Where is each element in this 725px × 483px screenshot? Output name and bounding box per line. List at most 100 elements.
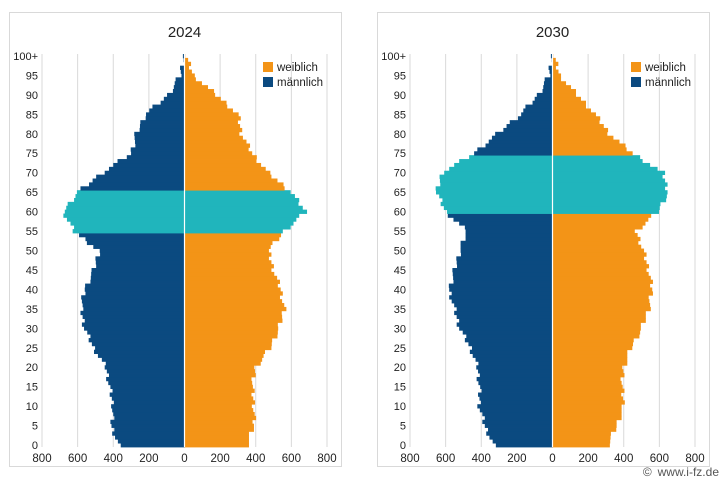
pyramid-chart-2024: 2024 0 5 10 15 20 25 30 35 40 45 50 55 60 65 70 75 80 85 90…	[13, 24, 336, 465]
bar-male	[106, 369, 185, 374]
bar-male	[66, 217, 185, 222]
bar-female	[552, 166, 658, 172]
y-tick-label: 75	[26, 148, 38, 160]
bar-female	[552, 353, 628, 358]
bar-male	[126, 155, 185, 160]
bar-female	[552, 264, 650, 269]
bar-female	[552, 170, 666, 176]
bar-male	[478, 361, 553, 366]
bar-female	[184, 96, 221, 102]
bar-male	[495, 443, 553, 448]
bar-female	[552, 291, 653, 296]
bar-male	[89, 182, 185, 187]
chart-title: 2030	[536, 24, 569, 41]
bar-female	[552, 411, 622, 417]
bar-male	[488, 427, 553, 432]
bar-female	[552, 100, 586, 105]
x-tick-label: 800	[400, 453, 419, 465]
bar-male	[543, 85, 553, 90]
legend-label: weiblich	[276, 62, 318, 74]
bar-male	[435, 186, 553, 191]
legend-swatch	[263, 62, 273, 72]
bar-male	[108, 380, 185, 386]
bar-male	[534, 96, 553, 102]
y-tick-label: 0	[400, 440, 406, 452]
bar-male	[180, 65, 185, 70]
bar-female	[184, 170, 271, 176]
bar-male	[543, 81, 553, 86]
bar-male	[74, 225, 185, 230]
bar-male	[105, 361, 185, 366]
bar-female	[184, 240, 273, 246]
bar-male	[439, 178, 553, 183]
bar-male	[109, 392, 185, 397]
bar-male	[550, 54, 553, 59]
y-tick-label: 65	[26, 187, 38, 199]
bar-female	[552, 108, 591, 113]
bar-female	[184, 197, 300, 203]
bar-male	[521, 112, 553, 117]
x-tick-label: 200	[211, 453, 230, 465]
bar-female	[184, 365, 255, 370]
bar-female	[552, 135, 614, 141]
pyramid-chart-2030: 2030 0 5 10 15 20 25 30 35 40 45 50 55 60 65 70 75 80 85 90…	[381, 24, 704, 465]
bar-female	[184, 104, 228, 109]
bar-female	[184, 341, 272, 347]
bar-female	[552, 213, 652, 218]
y-tick-label: 15	[26, 382, 38, 394]
bar-male	[548, 65, 553, 70]
bar-male	[453, 217, 553, 222]
bar-male	[163, 96, 185, 102]
bar-male	[489, 435, 553, 440]
x-tick-label: 200	[507, 453, 526, 465]
bar-male	[460, 240, 553, 246]
x-tick-label: 0	[549, 453, 555, 465]
bar-male	[517, 116, 553, 121]
x-tick-label: 400	[246, 453, 265, 465]
bar-male	[114, 427, 185, 432]
bar-female	[184, 376, 252, 382]
bar-male	[479, 408, 553, 413]
bar-female	[552, 376, 621, 382]
bar-male	[448, 283, 553, 288]
bar-female	[184, 431, 249, 436]
bar-female	[552, 310, 646, 316]
bar-male	[115, 435, 185, 440]
bar-male	[452, 271, 553, 277]
y-tick-label: 5	[400, 421, 406, 433]
bar-female	[184, 89, 215, 94]
y-tick-label: 100+	[13, 51, 38, 63]
bar-female	[552, 174, 663, 179]
y-tick-label: 25	[26, 343, 38, 355]
bar-male	[476, 365, 553, 370]
bar-male	[440, 182, 553, 187]
bar-male	[549, 69, 553, 74]
bar-male	[67, 201, 185, 207]
bar-female	[184, 205, 303, 211]
bar-female	[184, 135, 243, 141]
y-tick-label: 40	[26, 284, 38, 296]
bar-male	[135, 143, 185, 148]
bar-female	[552, 92, 577, 98]
bar-male	[495, 131, 553, 137]
bar-male	[113, 162, 185, 168]
bar-female	[552, 190, 668, 195]
bar-female	[552, 194, 667, 199]
bar-female	[552, 155, 641, 160]
bar-male	[81, 299, 185, 304]
bar-female	[184, 194, 295, 199]
bar-female	[184, 201, 299, 207]
bar-female	[552, 326, 641, 331]
bar-female	[552, 369, 624, 374]
bar-female	[184, 256, 269, 261]
bar-female	[552, 423, 617, 428]
x-tick-label: 600	[282, 453, 301, 465]
bar-female	[552, 131, 608, 137]
bar-male	[120, 443, 185, 448]
bar-female	[184, 334, 278, 339]
bar-female	[184, 369, 256, 374]
bar-female	[184, 291, 283, 296]
bar-female	[184, 236, 280, 242]
bar-male	[104, 365, 185, 370]
bar-female	[552, 217, 649, 222]
